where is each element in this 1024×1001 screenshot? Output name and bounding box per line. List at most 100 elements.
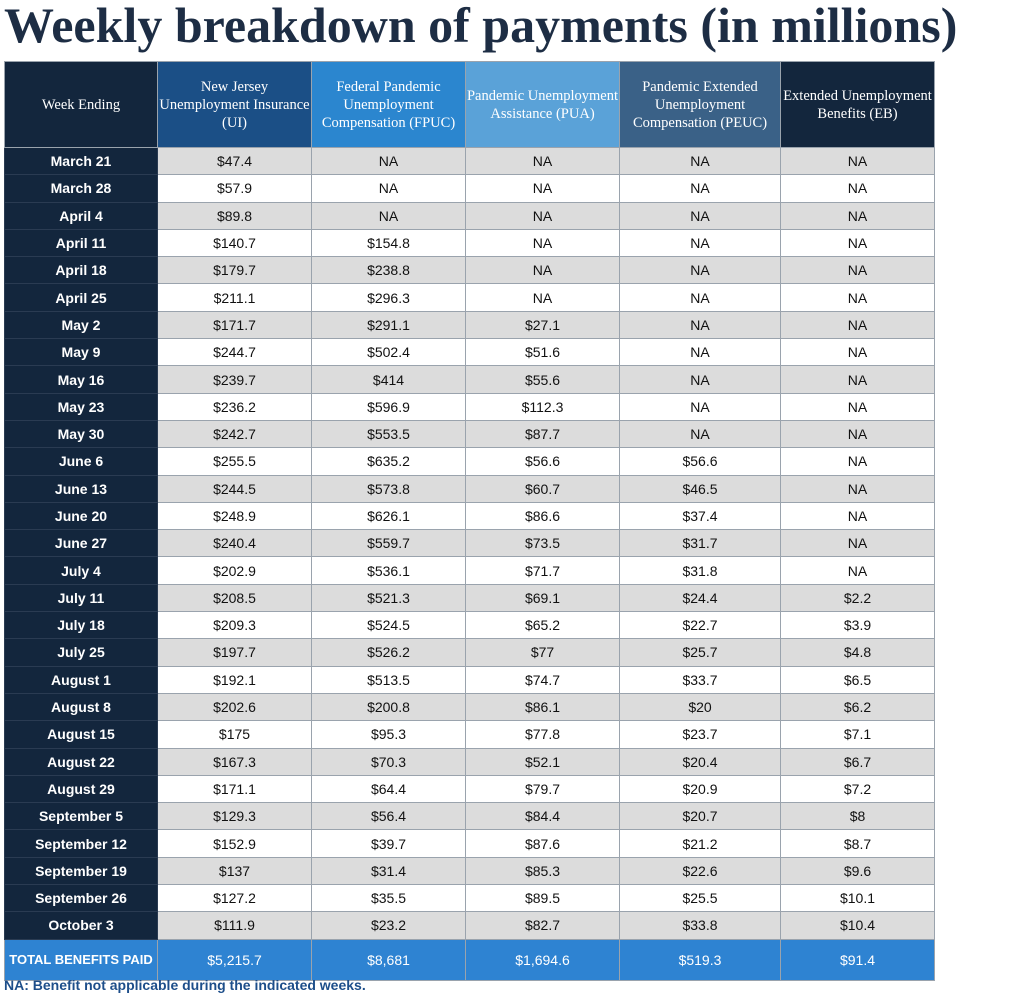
table-row: July 18 $209.3 $524.5 $65.2 $22.7 $3.9 bbox=[4, 611, 935, 640]
peuc-cell: $31.7 bbox=[619, 529, 781, 558]
fpuc-cell: $35.5 bbox=[311, 884, 466, 913]
pua-cell: $55.6 bbox=[465, 365, 620, 394]
nj-ui-cell: $202.6 bbox=[157, 692, 312, 722]
pua-cell: $56.6 bbox=[465, 447, 620, 476]
eb-cell: $8 bbox=[780, 802, 935, 831]
table-row: June 6 $255.5 $635.2 $56.6 $56.6 NA bbox=[4, 447, 935, 476]
fpuc-cell: $573.8 bbox=[311, 474, 466, 503]
pua-cell: $86.1 bbox=[465, 692, 620, 722]
pua-cell: $52.1 bbox=[465, 747, 620, 776]
eb-cell: NA bbox=[780, 419, 935, 449]
table-row: May 16 $239.7 $414 $55.6 NA NA bbox=[4, 365, 935, 394]
table-row: September 5 $129.3 $56.4 $84.4 $20.7 $8 bbox=[4, 802, 935, 831]
fpuc-cell: $200.8 bbox=[311, 692, 466, 722]
pua-cell: $86.6 bbox=[465, 501, 620, 531]
eb-cell: $9.6 bbox=[780, 856, 935, 886]
nj-ui-cell: $175 bbox=[157, 720, 312, 749]
peuc-cell: $20 bbox=[619, 692, 781, 722]
eb-cell: $7.1 bbox=[780, 720, 935, 749]
eb-cell: NA bbox=[780, 556, 935, 585]
peuc-cell: NA bbox=[619, 365, 781, 394]
week-ending-cell: August 15 bbox=[4, 720, 158, 749]
week-ending-cell: April 4 bbox=[4, 201, 158, 230]
nj-ui-cell: $197.7 bbox=[157, 638, 312, 667]
eb-cell: NA bbox=[780, 256, 935, 285]
table-row: May 30 $242.7 $553.5 $87.7 NA NA bbox=[4, 419, 935, 449]
table-row: June 20 $248.9 $626.1 $86.6 $37.4 NA bbox=[4, 501, 935, 531]
peuc-cell: NA bbox=[619, 283, 781, 312]
week-ending-cell: May 23 bbox=[4, 392, 158, 421]
eb-cell: $7.2 bbox=[780, 774, 935, 804]
week-ending-cell: June 13 bbox=[4, 474, 158, 503]
fpuc-cell: $521.3 bbox=[311, 583, 466, 613]
eb-cell: $2.2 bbox=[780, 583, 935, 613]
peuc-cell: $20.9 bbox=[619, 774, 781, 804]
nj-ui-cell: $140.7 bbox=[157, 228, 312, 258]
peuc-cell: $56.6 bbox=[619, 447, 781, 476]
nj-ui-cell: $47.4 bbox=[157, 146, 312, 176]
table-row: April 25 $211.1 $296.3 NA NA NA bbox=[4, 283, 935, 312]
table-header-row: Week Ending New Jersey Unemployment Insu… bbox=[4, 61, 935, 148]
eb-cell: NA bbox=[780, 474, 935, 503]
pua-cell: $85.3 bbox=[465, 856, 620, 886]
fpuc-cell: $596.9 bbox=[311, 392, 466, 421]
eb-cell: NA bbox=[780, 501, 935, 531]
eb-cell: NA bbox=[780, 365, 935, 394]
week-ending-cell: September 26 bbox=[4, 884, 158, 913]
table-row: August 22 $167.3 $70.3 $52.1 $20.4 $6.7 bbox=[4, 747, 935, 776]
fpuc-cell: $536.1 bbox=[311, 556, 466, 585]
fpuc-cell: $154.8 bbox=[311, 228, 466, 258]
pua-cell: $82.7 bbox=[465, 911, 620, 940]
week-ending-cell: August 29 bbox=[4, 774, 158, 804]
week-ending-cell: October 3 bbox=[4, 911, 158, 940]
header-eb: Extended Unemployment Benefits (EB) bbox=[780, 61, 935, 148]
fpuc-cell: $56.4 bbox=[311, 802, 466, 831]
peuc-cell: NA bbox=[619, 419, 781, 449]
peuc-cell: NA bbox=[619, 392, 781, 421]
nj-ui-cell: $152.9 bbox=[157, 829, 312, 858]
total-label: TOTAL BENEFITS PAID bbox=[4, 938, 158, 981]
fpuc-cell: $23.2 bbox=[311, 911, 466, 940]
week-ending-cell: June 6 bbox=[4, 447, 158, 476]
eb-cell: $6.5 bbox=[780, 665, 935, 694]
eb-cell: NA bbox=[780, 146, 935, 176]
pua-cell: $89.5 bbox=[465, 884, 620, 913]
fpuc-cell: $70.3 bbox=[311, 747, 466, 776]
week-ending-cell: May 2 bbox=[4, 310, 158, 340]
peuc-cell: $24.4 bbox=[619, 583, 781, 613]
eb-cell: $6.2 bbox=[780, 692, 935, 722]
peuc-cell: $25.7 bbox=[619, 638, 781, 667]
table-row: August 8 $202.6 $200.8 $86.1 $20 $6.2 bbox=[4, 692, 935, 722]
fpuc-cell: $526.2 bbox=[311, 638, 466, 667]
peuc-cell: NA bbox=[619, 338, 781, 367]
table-row: July 11 $208.5 $521.3 $69.1 $24.4 $2.2 bbox=[4, 583, 935, 613]
fpuc-cell: $502.4 bbox=[311, 338, 466, 367]
eb-cell: $3.9 bbox=[780, 611, 935, 640]
fpuc-cell: $513.5 bbox=[311, 665, 466, 694]
eb-cell: NA bbox=[780, 283, 935, 312]
pua-cell: $112.3 bbox=[465, 392, 620, 421]
peuc-cell: $37.4 bbox=[619, 501, 781, 531]
table-row: July 25 $197.7 $526.2 $77 $25.7 $4.8 bbox=[4, 638, 935, 667]
eb-cell: NA bbox=[780, 174, 935, 203]
pua-cell: NA bbox=[465, 228, 620, 258]
table-row: April 4 $89.8 NA NA NA NA bbox=[4, 201, 935, 230]
week-ending-cell: March 21 bbox=[4, 146, 158, 176]
fpuc-cell: NA bbox=[311, 201, 466, 230]
week-ending-cell: March 28 bbox=[4, 174, 158, 203]
week-ending-cell: September 5 bbox=[4, 802, 158, 831]
week-ending-cell: August 1 bbox=[4, 665, 158, 694]
pua-cell: NA bbox=[465, 174, 620, 203]
peuc-cell: $46.5 bbox=[619, 474, 781, 503]
pua-cell: $77.8 bbox=[465, 720, 620, 749]
total-peuc: $519.3 bbox=[619, 938, 781, 981]
fpuc-cell: $635.2 bbox=[311, 447, 466, 476]
total-fpuc: $8,681 bbox=[311, 938, 466, 981]
table-row: May 9 $244.7 $502.4 $51.6 NA NA bbox=[4, 338, 935, 367]
pua-cell: NA bbox=[465, 201, 620, 230]
table-row: April 11 $140.7 $154.8 NA NA NA bbox=[4, 228, 935, 258]
table-row: June 13 $244.5 $573.8 $60.7 $46.5 NA bbox=[4, 474, 935, 503]
nj-ui-cell: $209.3 bbox=[157, 611, 312, 640]
table-row: September 12 $152.9 $39.7 $87.6 $21.2 $8.7 bbox=[4, 829, 935, 858]
peuc-cell: NA bbox=[619, 228, 781, 258]
